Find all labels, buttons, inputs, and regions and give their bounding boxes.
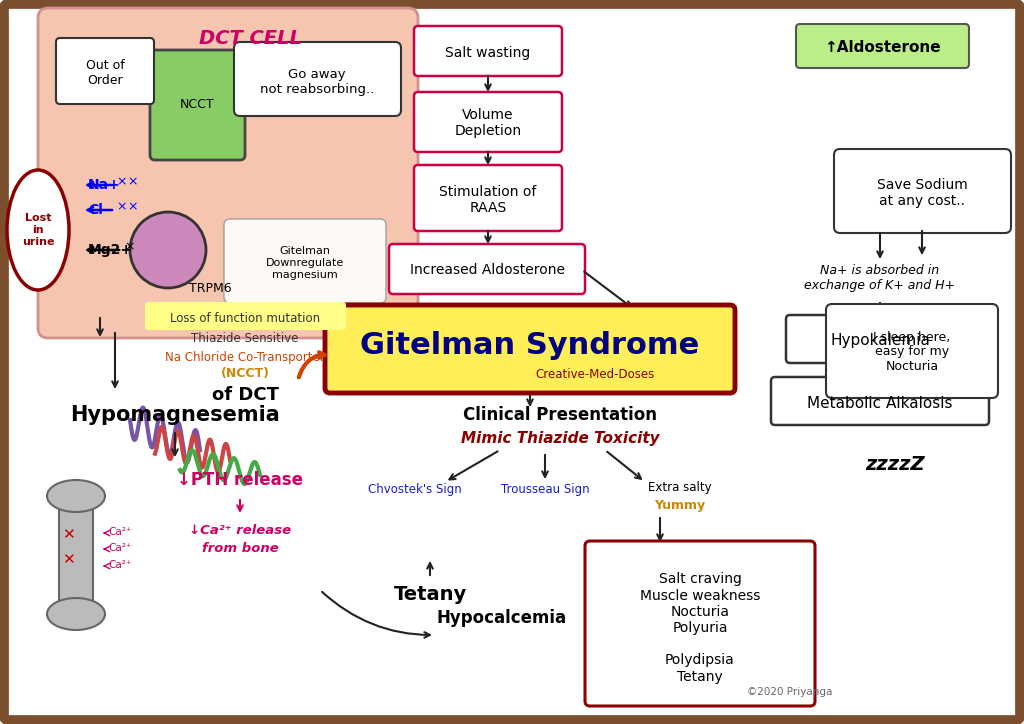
Text: Na Chloride Co-Transporter: Na Chloride Co-Transporter [165,350,325,363]
Text: Go away
not reabsorbing..: Go away not reabsorbing.. [260,68,374,96]
Text: NCCT: NCCT [179,98,214,111]
Text: Salt wasting: Salt wasting [445,46,530,60]
Text: I sleep here,
easy for my
Nocturia: I sleep here, easy for my Nocturia [873,330,950,374]
Text: Hypocalcemia: Hypocalcemia [437,609,567,627]
Text: Na+ is absorbed in
exchange of K+ and H+: Na+ is absorbed in exchange of K+ and H+ [805,264,955,292]
Text: Lost
in
urine: Lost in urine [22,214,54,247]
FancyBboxPatch shape [38,8,418,338]
FancyBboxPatch shape [786,315,974,363]
FancyBboxPatch shape [4,4,1020,720]
Text: zᴢzᴢZ: zᴢzᴢZ [865,455,925,474]
FancyBboxPatch shape [389,244,585,294]
Text: ↓Ca²⁺ release: ↓Ca²⁺ release [189,523,291,536]
Text: ©2020 Priyanga: ©2020 Priyanga [748,687,833,697]
Text: Cl-: Cl- [88,203,109,217]
FancyBboxPatch shape [234,42,401,116]
Text: Ca²⁺: Ca²⁺ [108,543,131,553]
Text: ↑Aldosterone: ↑Aldosterone [823,41,940,56]
Text: Gitelman Syndrome: Gitelman Syndrome [360,330,699,360]
Text: ×: × [117,201,127,214]
FancyBboxPatch shape [585,541,815,706]
Text: Metabolic Alkalosis: Metabolic Alkalosis [807,395,952,411]
Text: Trousseau Sign: Trousseau Sign [501,484,590,497]
Text: Hypomagnesemia: Hypomagnesemia [70,405,280,425]
Text: Ca²⁺: Ca²⁺ [108,560,131,570]
Text: (NCCT): (NCCT) [220,368,269,381]
Text: Save Sodium
at any cost..: Save Sodium at any cost.. [877,178,968,208]
Text: Tetany: Tetany [393,586,467,605]
Text: ×: × [117,175,127,188]
Text: ×: × [125,240,135,253]
Text: TRPM6: TRPM6 [188,282,231,295]
Text: Yummy: Yummy [654,500,706,513]
Ellipse shape [7,170,69,290]
Text: Thiazide Sensitive: Thiazide Sensitive [191,332,299,345]
Text: from bone: from bone [202,542,279,555]
Text: Volume
Depletion: Volume Depletion [455,108,521,138]
FancyBboxPatch shape [826,304,998,398]
Text: ×: × [128,201,138,214]
Text: DCT CELL: DCT CELL [199,28,301,48]
Text: Hypokalemia: Hypokalemia [830,334,930,348]
Text: Out of
Order: Out of Order [86,59,124,87]
Text: Creative-Med-Doses: Creative-Med-Doses [536,369,654,382]
Text: of DCT: of DCT [212,386,279,404]
FancyBboxPatch shape [59,487,93,623]
FancyBboxPatch shape [224,219,386,303]
Text: Gitelman
Downregulate
magnesium: Gitelman Downregulate magnesium [266,246,344,279]
Text: Salt craving
Muscle weakness
Nocturia
Polyuria

Polydipsia
Tetany: Salt craving Muscle weakness Nocturia Po… [640,573,760,683]
FancyBboxPatch shape [56,38,154,104]
FancyBboxPatch shape [771,377,989,425]
Text: ×: × [128,175,138,188]
Text: Mimic Thiazide Toxicity: Mimic Thiazide Toxicity [461,431,659,445]
Text: Extra salty: Extra salty [648,481,712,494]
Text: Increased Aldosterone: Increased Aldosterone [410,263,564,277]
Text: Chvostek's Sign: Chvostek's Sign [368,484,462,497]
Text: Loss of function mutation: Loss of function mutation [170,311,321,324]
Text: ↓PTH release: ↓PTH release [177,471,303,489]
Circle shape [130,212,206,288]
FancyBboxPatch shape [414,92,562,152]
FancyBboxPatch shape [150,50,245,160]
Text: ✕: ✕ [61,528,75,542]
Ellipse shape [47,480,105,512]
FancyBboxPatch shape [414,165,562,231]
Ellipse shape [47,598,105,630]
Text: ✕: ✕ [61,552,75,568]
Text: Mg2+: Mg2+ [88,243,133,257]
Text: Clinical Presentation: Clinical Presentation [463,406,657,424]
Text: Ca²⁺: Ca²⁺ [108,527,131,537]
Text: Stimulation of
RAAS: Stimulation of RAAS [439,185,537,215]
FancyBboxPatch shape [414,26,562,76]
FancyBboxPatch shape [325,305,735,393]
Text: Na+: Na+ [88,178,121,192]
FancyBboxPatch shape [145,302,346,330]
FancyBboxPatch shape [796,24,969,68]
FancyBboxPatch shape [834,149,1011,233]
